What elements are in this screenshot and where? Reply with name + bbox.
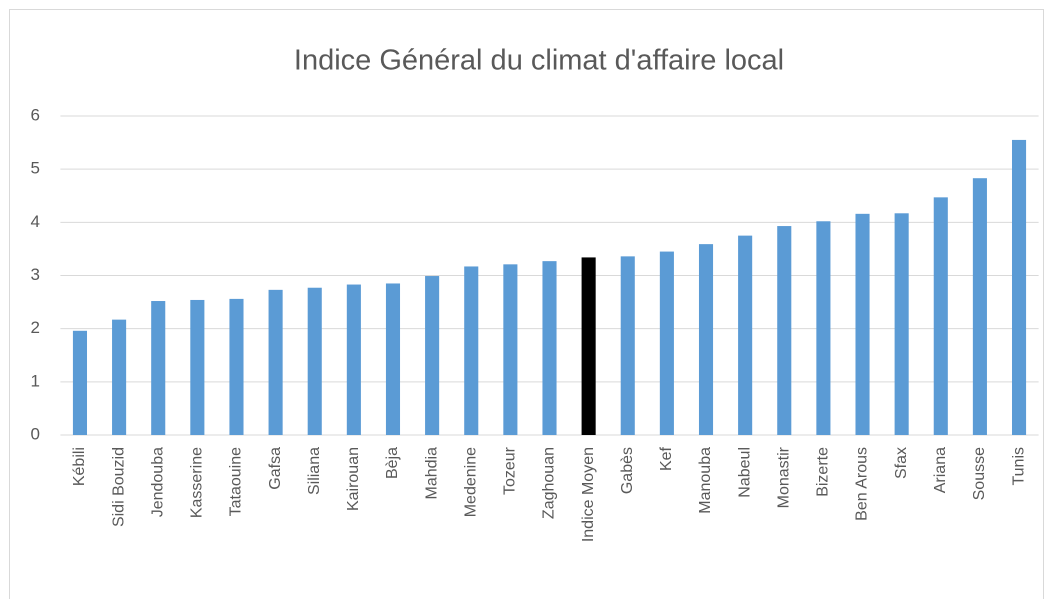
x-tick-label: Kef: [658, 446, 675, 471]
bar: [738, 235, 753, 435]
x-tick-label: Monastir: [775, 446, 792, 508]
bar: [659, 251, 674, 435]
x-tick-label: Nabeul: [736, 447, 753, 498]
x-tick-label: Tataouine: [228, 447, 245, 516]
bar: [425, 276, 440, 435]
y-tick-label: 1: [31, 371, 40, 390]
bar: [346, 284, 361, 435]
x-tick-label: Tunis: [1010, 447, 1027, 486]
chart-title: Indice Général du climat d'affaire local: [294, 45, 784, 77]
y-tick-label: 4: [31, 212, 40, 231]
x-tick-label: Sfax: [893, 447, 910, 479]
x-tick-label: Sidi Bouzid: [110, 447, 127, 527]
bar: [385, 283, 401, 435]
x-tick-label: Jendouba: [149, 447, 166, 517]
bar: [307, 287, 322, 435]
x-tick-label: Bèja: [384, 447, 401, 479]
x-tick-label: Medenine: [462, 447, 479, 517]
y-tick-label: 0: [31, 424, 40, 443]
y-tick-label: 3: [31, 265, 40, 284]
bar: [894, 213, 909, 435]
bar: [190, 299, 205, 435]
x-tick-label: Siliana: [306, 447, 323, 495]
y-tick-label: 6: [31, 105, 40, 124]
bar: [72, 330, 88, 435]
bar: [581, 257, 596, 435]
bar: [972, 178, 987, 435]
bar: [777, 226, 792, 435]
bar: [464, 266, 479, 435]
x-tick-label: Tozeur: [502, 446, 519, 495]
x-tick-label: Indice Moyen: [580, 447, 597, 542]
bar: [268, 289, 283, 435]
chart-border: [9, 9, 1044, 599]
x-tick-label: Mahdia: [423, 447, 440, 500]
x-tick-label: Kébili: [71, 447, 88, 486]
bar: [620, 256, 635, 435]
bar: [112, 319, 127, 435]
bar: [855, 213, 870, 435]
x-tick-label: Gafsa: [267, 447, 284, 490]
x-tick-label: Ariana: [932, 447, 949, 493]
bar: [1011, 139, 1027, 436]
x-tick-label: Kairouan: [345, 447, 362, 511]
x-tick-label: Bizerte: [815, 447, 832, 497]
bar: [503, 264, 518, 435]
x-tick-label: Ben Arous: [854, 447, 871, 521]
bar: [816, 221, 831, 435]
x-tick-label: Zaghouan: [541, 447, 558, 519]
x-tick-label: Sousse: [971, 447, 988, 500]
x-tick-label: Kasserine: [189, 447, 206, 518]
bar: [542, 261, 557, 435]
y-tick-label: 5: [31, 159, 40, 178]
x-tick-label: Manouba: [697, 447, 714, 514]
bar: [933, 197, 948, 435]
x-tick-label: Gabès: [619, 447, 636, 494]
bar: [151, 301, 166, 435]
bar: [229, 298, 244, 435]
bar: [698, 244, 714, 435]
y-tick-label: 2: [31, 318, 40, 337]
